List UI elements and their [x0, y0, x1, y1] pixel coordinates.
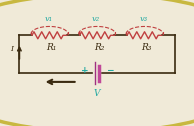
Text: R₂: R₂	[94, 43, 104, 52]
Text: V: V	[94, 89, 100, 98]
Text: v₁: v₁	[44, 15, 53, 23]
Text: R₃: R₃	[141, 43, 152, 52]
Text: +: +	[81, 66, 88, 75]
Text: I: I	[10, 45, 13, 53]
Text: −: −	[106, 66, 113, 75]
Text: v₃: v₃	[139, 15, 148, 23]
Text: v₂: v₂	[92, 15, 100, 23]
Text: R₁: R₁	[46, 43, 57, 52]
